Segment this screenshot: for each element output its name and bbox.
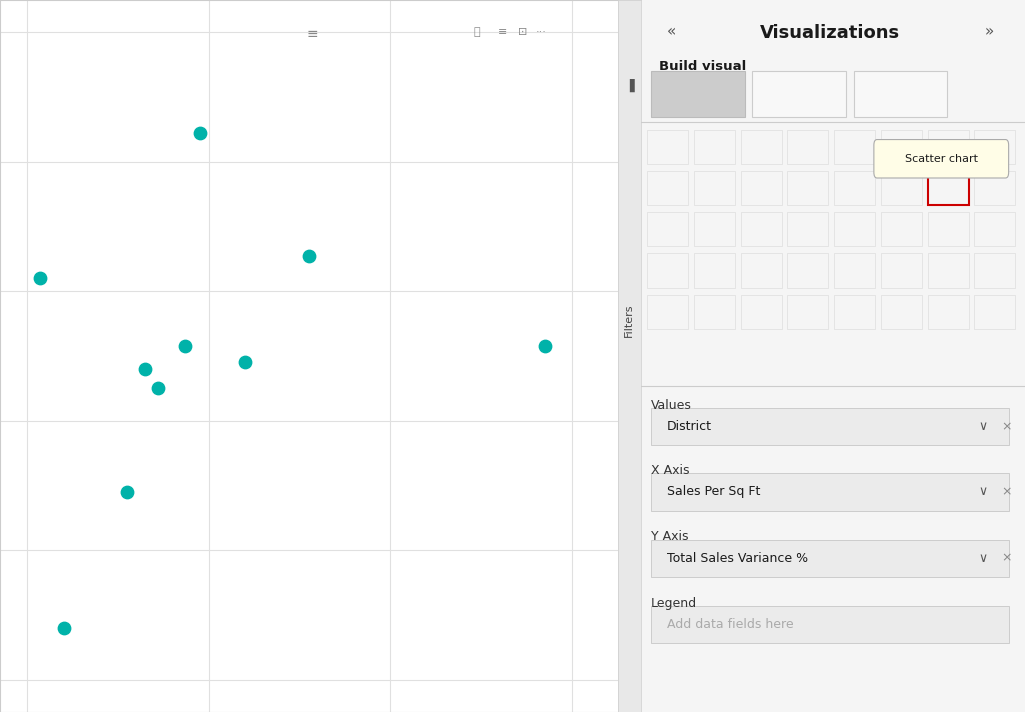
Bar [880,171,921,205]
Bar [787,212,828,246]
Text: Build visual: Build visual [659,60,746,73]
Text: Total Sales Variance %: Total Sales Variance % [666,552,808,565]
Bar [975,212,1015,246]
Bar [834,295,875,329]
Bar [651,408,1010,445]
Text: Legend: Legend [651,597,697,609]
Point [119,486,135,498]
Text: X Axis: X Axis [651,464,690,477]
Bar [694,171,735,205]
Bar [741,295,781,329]
Bar [647,130,688,164]
Bar [928,130,969,164]
Bar [975,295,1015,329]
Bar [975,253,1015,288]
Point [150,382,166,394]
Text: ∨: ∨ [978,552,987,565]
Bar [694,212,735,246]
Bar [647,171,688,205]
Bar [787,171,828,205]
Bar [651,71,744,117]
Bar [834,253,875,288]
Text: ∨: ∨ [978,486,987,498]
Bar [752,71,846,117]
Bar [787,130,828,164]
Text: ≡: ≡ [497,27,507,37]
Text: Values: Values [651,399,692,412]
Text: »: » [985,24,994,39]
Bar [647,212,688,246]
Point [536,340,552,352]
Text: ×: × [1001,420,1012,433]
Text: «: « [666,24,675,39]
Bar [741,212,781,246]
Bar [694,130,735,164]
Bar [741,171,781,205]
Point [300,250,317,261]
Bar [928,253,969,288]
Point [192,127,208,138]
Bar [694,253,735,288]
Text: District: District [666,420,711,433]
Point [237,357,253,368]
Text: Y Axis: Y Axis [651,530,689,543]
Text: ×: × [1001,486,1012,498]
Bar [975,130,1015,164]
Bar [854,71,947,117]
Bar [975,171,1015,205]
Bar [651,540,1010,577]
Text: ···: ··· [536,27,546,37]
Text: 📌: 📌 [474,27,480,37]
Bar [787,253,828,288]
Bar [880,212,921,246]
Bar [647,253,688,288]
Point [137,363,154,375]
Point [55,622,72,634]
Bar [647,295,688,329]
Bar [880,253,921,288]
Bar [880,295,921,329]
Bar [741,253,781,288]
Bar [928,295,969,329]
Bar [834,171,875,205]
Text: Visualizations: Visualizations [761,24,900,42]
Text: Scatter chart: Scatter chart [905,154,978,164]
Bar [651,606,1010,643]
Text: ×: × [1001,552,1012,565]
FancyBboxPatch shape [874,140,1009,178]
Text: Sales Per Sq Ft: Sales Per Sq Ft [666,486,760,498]
Bar [928,171,969,205]
Bar [741,130,781,164]
Text: ▐: ▐ [624,79,634,92]
Bar [694,295,735,329]
Text: Add data fields here: Add data fields here [666,618,793,631]
Bar [834,130,875,164]
Bar [880,130,921,164]
Text: ∨: ∨ [978,420,987,433]
Text: ≡: ≡ [306,27,319,41]
Bar [651,473,1010,511]
Bar [787,295,828,329]
Bar [928,212,969,246]
Text: ⊡: ⊡ [518,27,528,37]
Bar [834,212,875,246]
Text: Filters: Filters [624,303,634,337]
Point [177,340,194,352]
Point [32,273,48,284]
